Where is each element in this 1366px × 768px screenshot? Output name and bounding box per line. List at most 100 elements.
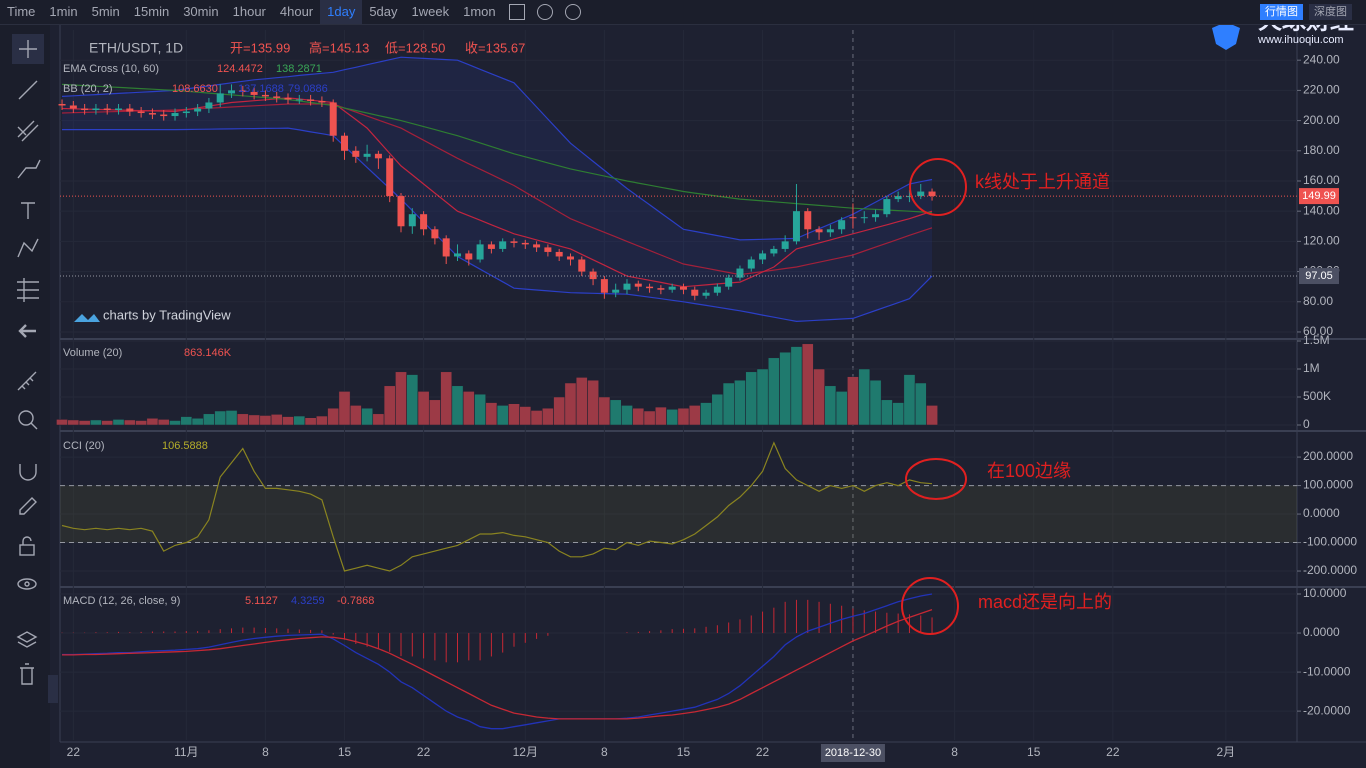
pattern-tool[interactable]: [17, 238, 39, 258]
interval-button[interactable]: Time: [7, 4, 36, 19]
y-tick-label: -10.0000: [1303, 664, 1351, 678]
x-tick-label: 2月: [1216, 745, 1235, 759]
annotation-circle: [905, 458, 967, 500]
volume-bar: [926, 405, 938, 426]
volume-bar: [214, 410, 227, 426]
candle-body: [566, 256, 574, 260]
macd-value: 5.1127: [245, 595, 278, 607]
volume-bar: [598, 396, 611, 426]
volume-bar: [236, 413, 249, 426]
volume-bar: [609, 399, 622, 426]
cci-value: 106.5888: [162, 440, 208, 452]
volume-bar: [892, 402, 904, 426]
volume-bar: [677, 407, 690, 426]
lock-tool[interactable]: [19, 544, 35, 556]
trend-line-tool[interactable]: [18, 80, 38, 100]
toolbar-icon[interactable]: [564, 4, 581, 20]
plot-layer: 22 11月 8 15 22 12月 8 15 22 8 15 22 2月 2018-12-30 240.0…: [56, 25, 1366, 768]
y-tick-label: 220.00: [1303, 83, 1340, 97]
volume-bar: [813, 368, 825, 426]
volume-bar: [56, 419, 68, 426]
y-tick-label: -200.0000: [1303, 563, 1357, 577]
volume-bar: [338, 391, 351, 426]
volume-bar: [734, 379, 746, 426]
magnet-tool[interactable]: [19, 464, 37, 481]
crosshair-icon: [19, 40, 37, 58]
text-tool[interactable]: [21, 202, 35, 219]
interval-button[interactable]: 1week: [411, 4, 450, 19]
candle-body: [250, 91, 258, 95]
ema-legend: EMA Cross (10, 60): [63, 63, 159, 75]
zoom-tool[interactable]: [18, 410, 34, 426]
volume-bar: [293, 415, 306, 426]
y-tick-label: 200.00: [1303, 113, 1340, 127]
volume-bar: [530, 410, 543, 426]
candle-body: [103, 108, 111, 111]
fib-tool[interactable]: [17, 120, 39, 142]
back-tool[interactable]: [18, 324, 36, 338]
annotation-circles: [901, 158, 967, 635]
volume-bar: [768, 357, 780, 426]
volume-bar: [666, 409, 679, 426]
candle-body: [668, 286, 676, 290]
candle-body: [725, 277, 733, 287]
interval-button[interactable]: 30min: [183, 4, 219, 19]
candle-body: [623, 283, 631, 290]
volume-bar: [485, 402, 498, 426]
candle-body: [341, 135, 349, 151]
volume-bar: [801, 343, 814, 426]
indicator-line: [61, 56, 933, 241]
candle-body: [691, 289, 699, 296]
brush-tool[interactable]: [17, 159, 41, 179]
view-tab[interactable]: 深度图: [1309, 4, 1352, 20]
volume-bar: [417, 391, 430, 426]
x-tick-label: 22: [67, 745, 81, 759]
interval-button[interactable]: 5day: [369, 4, 398, 19]
interval-button[interactable]: 1mon: [463, 4, 496, 19]
interval-button[interactable]: 4hour: [279, 4, 314, 19]
prediction-tool[interactable]: [17, 278, 39, 302]
interval-button[interactable]: 1day: [320, 0, 363, 24]
volume-bar: [327, 407, 340, 426]
ohlc-close: 收=135.67: [465, 40, 525, 55]
candle-body: [499, 241, 507, 249]
candle-body: [352, 150, 360, 157]
volume-bar: [824, 385, 837, 426]
candle-body: [713, 286, 721, 293]
candle-body: [273, 96, 281, 98]
macd-legend: MACD (12, 26, close, 9): [63, 595, 180, 607]
visibility-tool[interactable]: [17, 578, 37, 590]
ohlc-high: 高=145.13: [309, 40, 369, 55]
candle-body: [657, 288, 665, 290]
collapse-toggle[interactable]: [48, 675, 58, 703]
candle-body: [318, 100, 326, 103]
volume-bar: [157, 419, 170, 426]
volume-legend: Volume (20): [63, 347, 122, 359]
volume-bar: [78, 420, 91, 426]
interval-button[interactable]: 5min: [91, 4, 120, 19]
interval-button[interactable]: 15min: [133, 4, 170, 19]
interval-button[interactable]: 1min: [49, 4, 78, 19]
toolbar-icon[interactable]: [536, 4, 553, 20]
volume-bar: [688, 405, 701, 426]
candle-body: [205, 102, 213, 109]
x-tick-label: 15: [338, 745, 352, 759]
crosshair-date-bg: [820, 744, 885, 762]
layers-tool[interactable]: [16, 631, 38, 648]
lock-shackle: [22, 536, 32, 545]
volume-bar: [575, 377, 588, 426]
delete-tool[interactable]: [20, 663, 34, 685]
candle-body: [92, 108, 100, 111]
interval-button[interactable]: 1hour: [232, 4, 266, 19]
candle-body: [216, 93, 224, 103]
volume-bar: [462, 391, 475, 426]
measure-tool[interactable]: [17, 371, 37, 391]
volume-bar: [429, 399, 441, 426]
volume-bar: [587, 379, 599, 426]
bb-legend: BB (20, 2): [63, 83, 113, 95]
view-tab[interactable]: 行情图: [1260, 4, 1303, 20]
candle-body: [781, 241, 789, 249]
draw-lock-tool[interactable]: [19, 497, 37, 515]
y-tick-label: 60.00: [1303, 324, 1333, 338]
toolbar-icon[interactable]: [508, 4, 525, 20]
